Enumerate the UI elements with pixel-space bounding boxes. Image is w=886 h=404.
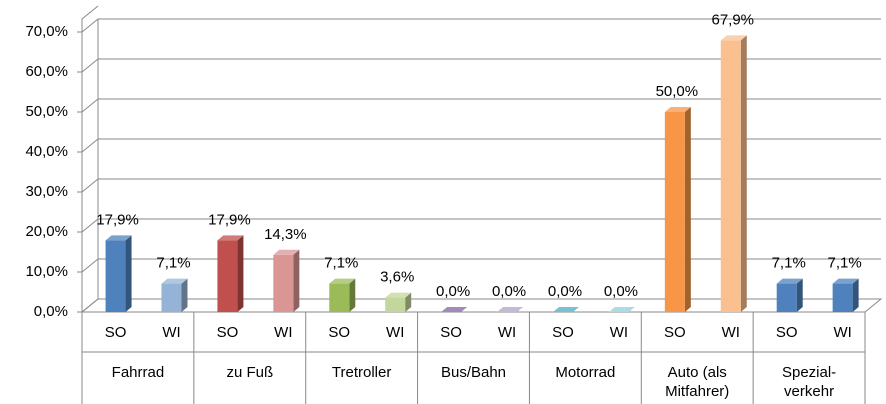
y-tick-label: 50,0% xyxy=(25,103,68,120)
side-wall xyxy=(81,5,99,312)
value-label: 17,9% xyxy=(96,211,139,228)
bar-side xyxy=(181,278,188,312)
y-tick-label: 20,0% xyxy=(25,223,68,240)
x-group-label: Tretroller xyxy=(332,364,391,381)
value-label: 7,1% xyxy=(828,255,862,272)
bar-top xyxy=(608,307,635,312)
bar xyxy=(105,240,126,312)
bar xyxy=(776,283,797,312)
x-tick-label: SO xyxy=(217,324,239,341)
value-label: 67,9% xyxy=(711,11,754,28)
value-label: 0,0% xyxy=(548,283,582,300)
value-label: 14,3% xyxy=(264,226,307,243)
bar-side xyxy=(740,35,747,313)
bar xyxy=(161,283,182,312)
x-group-label: Bus/Bahn xyxy=(441,364,506,381)
grid-line xyxy=(81,218,881,233)
grid-line xyxy=(81,258,881,273)
bar-top xyxy=(664,107,691,112)
x-tick-label: SO xyxy=(105,324,127,341)
bar xyxy=(273,254,294,312)
x-tick-label: SO xyxy=(776,324,798,341)
value-label: 3,6% xyxy=(380,269,414,286)
bar xyxy=(385,297,406,312)
x-tick-label: WI xyxy=(386,324,404,341)
bar xyxy=(664,112,685,312)
grid-line xyxy=(81,138,881,153)
grid-line xyxy=(81,98,881,113)
grid-line xyxy=(81,18,881,33)
bar-top xyxy=(776,278,803,284)
floor xyxy=(80,298,883,313)
bar xyxy=(832,283,853,312)
value-label: 7,1% xyxy=(324,255,358,272)
value-label: 0,0% xyxy=(436,283,470,300)
value-label: 50,0% xyxy=(656,83,699,100)
bar-side xyxy=(293,249,300,312)
x-tick-label: WI xyxy=(162,324,180,341)
grid-line xyxy=(81,58,881,73)
bar-top xyxy=(273,249,300,255)
x-tick-label: SO xyxy=(440,324,462,341)
bar xyxy=(217,240,238,312)
grid-line xyxy=(81,298,881,313)
bar-top xyxy=(329,278,356,284)
x-tick-label: WI xyxy=(833,324,851,341)
grid-line xyxy=(81,178,881,193)
x-group-label: Fahrrad xyxy=(112,364,165,381)
value-label: 0,0% xyxy=(604,283,638,300)
bar-top xyxy=(161,278,188,284)
y-tick-label: 40,0% xyxy=(25,143,68,160)
value-label: 17,9% xyxy=(208,211,251,228)
x-tick-label: WI xyxy=(610,324,628,341)
bar xyxy=(329,283,350,312)
value-label: 0,0% xyxy=(492,283,526,300)
y-tick-label: 0,0% xyxy=(34,303,68,320)
x-tick-label: WI xyxy=(274,324,292,341)
x-tick-label: WI xyxy=(498,324,516,341)
bar-side xyxy=(237,235,244,312)
bar-top xyxy=(217,235,244,241)
value-label: 7,1% xyxy=(156,255,190,272)
bar-top xyxy=(552,307,579,312)
x-group-label: zu Fuß xyxy=(226,364,273,381)
y-tick-label: 70,0% xyxy=(25,23,68,40)
bar xyxy=(720,40,741,313)
y-tick-label: 60,0% xyxy=(25,63,68,80)
y-tick-label: 30,0% xyxy=(25,183,68,200)
bar-side xyxy=(796,278,803,312)
bar-side xyxy=(405,292,412,312)
value-label: 7,1% xyxy=(772,255,806,272)
bar-side xyxy=(349,278,356,312)
x-group-label: Motorrad xyxy=(555,364,615,381)
bar-side xyxy=(852,278,859,312)
x-tick-label: WI xyxy=(722,324,740,341)
x-group-label: Spezial- xyxy=(782,364,836,381)
bar-side xyxy=(684,107,691,312)
bar-top xyxy=(441,307,468,312)
x-group-label: Auto (als xyxy=(668,364,727,381)
x-group-label: Mitfahrer) xyxy=(665,383,729,400)
bar-top xyxy=(385,292,412,298)
bar-top xyxy=(497,307,524,312)
x-group-label: verkehr xyxy=(784,383,834,400)
x-tick-label: SO xyxy=(328,324,350,341)
bar-top xyxy=(832,278,859,284)
y-tick-label: 10,0% xyxy=(25,263,68,280)
bar-side xyxy=(125,235,132,312)
x-tick-label: SO xyxy=(664,324,686,341)
x-tick-label: SO xyxy=(552,324,574,341)
bar-top xyxy=(720,35,747,41)
bar-top xyxy=(105,235,132,241)
